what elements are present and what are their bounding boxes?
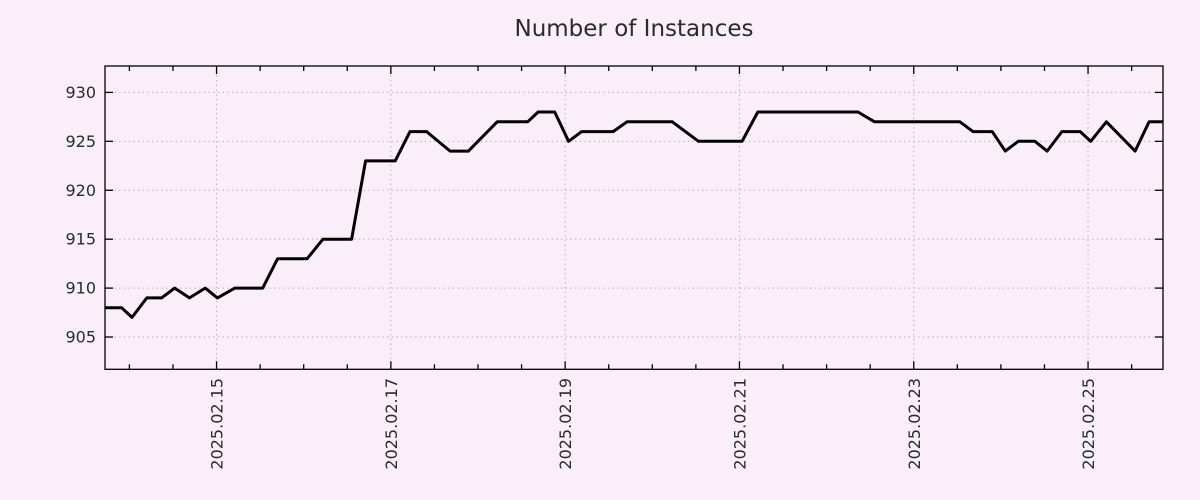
x-tick-label: 2025.02.21 <box>730 378 749 470</box>
axis-border <box>104 65 1164 370</box>
y-tick-label: 915 <box>65 230 96 249</box>
series-line <box>105 110 1163 319</box>
chart-title: Number of Instances <box>514 16 754 42</box>
x-tick-label: 2025.02.25 <box>1079 378 1098 470</box>
x-tick-label: 2025.02.17 <box>382 378 401 470</box>
x-tick-label: 2025.02.19 <box>556 378 575 470</box>
y-tick-label: 905 <box>65 328 96 347</box>
y-tick-label: 925 <box>65 132 96 151</box>
x-tick-label: 2025.02.15 <box>208 378 227 470</box>
y-tick-label: 930 <box>65 83 96 102</box>
y-tick-label: 910 <box>65 279 96 298</box>
y-tick-label: 920 <box>65 181 96 200</box>
x-tick-label: 2025.02.23 <box>905 378 924 470</box>
